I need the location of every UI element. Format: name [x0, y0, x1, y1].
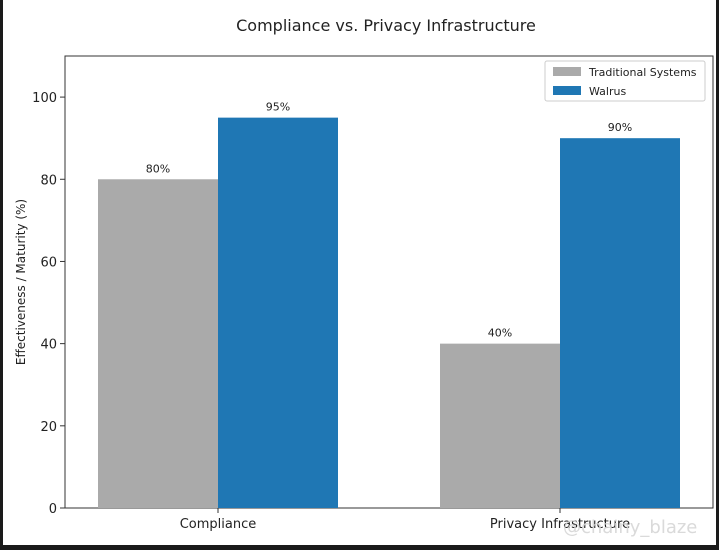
y-tick-label: 0: [49, 502, 57, 517]
bar-chart: Compliance vs. Privacy Infrastructure Ef…: [14, 16, 714, 538]
plot-area: [64, 55, 714, 509]
x-ticks: Compliance Privacy Infrastructure: [180, 508, 630, 532]
chart-title: Compliance vs. Privacy Infrastructure: [236, 16, 536, 35]
bar-walrus-privacy-infrastructure: [560, 138, 680, 508]
legend-swatch-walrus: [553, 86, 581, 95]
y-axis-label: Effectiveness / Maturity (%): [14, 199, 28, 365]
bars: [98, 117, 680, 509]
bar-walrus-compliance: [218, 117, 338, 509]
legend-label-walrus: Walrus: [589, 85, 626, 98]
y-ticks: 0 20 40 60 80 100: [32, 91, 65, 517]
bar-traditional-systems-compliance: [98, 179, 218, 509]
bar-traditional-systems-privacy-infrastructure: [440, 343, 560, 508]
bar-value-label: 90%: [608, 121, 632, 134]
y-tick-label: 60: [40, 255, 57, 270]
bar-value-label: 95%: [266, 101, 290, 114]
y-tick-label: 20: [40, 420, 57, 435]
watermark-text: @chainy_blaze: [563, 517, 697, 538]
bar-value-label: 80%: [146, 162, 170, 175]
legend-box: [544, 60, 706, 102]
x-tick-label: Compliance: [180, 517, 257, 532]
legend-swatch-traditional-systems: [553, 67, 581, 76]
bar-labels: 80% 95% 40% 90%: [146, 101, 632, 340]
bar-value-label: 40%: [488, 327, 512, 340]
y-tick-label: 80: [40, 173, 57, 188]
x-tick-label: Privacy Infrastructure: [490, 517, 630, 532]
y-tick-label: 40: [40, 338, 57, 353]
legend-label-traditional-systems: Traditional Systems: [588, 66, 697, 79]
plot-frame: [64, 55, 714, 509]
legend: Traditional Systems Walrus: [544, 60, 706, 102]
y-tick-label: 100: [32, 91, 57, 106]
